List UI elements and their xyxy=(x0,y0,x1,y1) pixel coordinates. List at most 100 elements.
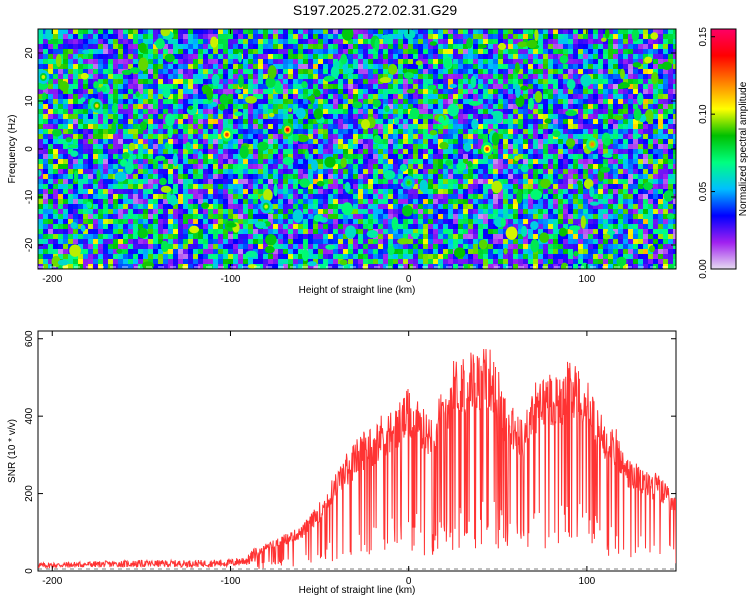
heatmap-cell xyxy=(488,129,493,134)
heatmap-cell xyxy=(178,109,183,114)
heatmap-cell xyxy=(203,114,208,119)
heatmap-cell xyxy=(73,99,78,104)
heatmap-cell xyxy=(253,209,258,214)
heatmap-cell xyxy=(138,139,143,144)
heatmap-cell xyxy=(103,29,108,34)
heatmap-cell xyxy=(88,114,93,119)
heatmap-cell xyxy=(453,214,458,219)
heatmap-cell xyxy=(48,74,53,79)
heatmap-cell xyxy=(633,39,638,44)
heatmap-cell xyxy=(143,204,148,209)
heatmap-cell xyxy=(168,109,173,114)
heatmap-cell xyxy=(358,89,363,94)
heatmap-cell xyxy=(518,139,523,144)
heatmap-cell xyxy=(188,134,193,139)
heatmap-cell xyxy=(423,44,428,49)
heatmap-cell xyxy=(83,149,88,154)
heatmap-cell xyxy=(278,199,283,204)
heatmap-cell xyxy=(413,144,418,149)
heatmap-cell xyxy=(618,149,623,154)
heatmap-cell xyxy=(348,154,353,159)
heatmap-cell xyxy=(648,214,653,219)
heatmap-cell xyxy=(158,164,163,169)
heatmap-cell xyxy=(58,179,63,184)
heatmap-cell xyxy=(643,129,648,134)
heatmap-cell xyxy=(263,124,268,129)
heatmap-cell xyxy=(568,124,573,129)
heatmap-cell xyxy=(593,129,598,134)
heatmap-cell xyxy=(588,114,593,119)
heatmap-cell xyxy=(218,214,223,219)
heatmap-cell xyxy=(498,149,503,154)
heatmap-cell xyxy=(423,39,428,44)
heatmap-cell xyxy=(668,99,673,104)
heatmap-cell xyxy=(298,119,303,124)
heatmap-cell xyxy=(368,194,373,199)
heatmap-cell xyxy=(433,209,438,214)
heatmap-cell xyxy=(53,54,58,59)
heatmap-cell xyxy=(278,59,283,64)
heatmap-cell xyxy=(343,194,348,199)
heatmap-cell xyxy=(343,44,348,49)
heatmap-cell xyxy=(478,89,483,94)
heatmap-cell xyxy=(563,214,568,219)
heatmap-cell xyxy=(658,159,663,164)
heatmap-cell xyxy=(78,174,83,179)
heatmap-cell xyxy=(393,54,398,59)
heatmap-cell xyxy=(533,69,538,74)
heatmap-cell xyxy=(603,199,608,204)
heatmap-cell xyxy=(193,39,198,44)
heatmap-cell xyxy=(218,129,223,134)
heatmap-cell xyxy=(418,159,423,164)
heatmap-cell xyxy=(638,104,643,109)
heatmap-cell xyxy=(78,69,83,74)
heatmap-cell xyxy=(278,154,283,159)
heatmap-cell xyxy=(258,149,263,154)
heatmap-cell xyxy=(338,204,343,209)
heatmap-cell xyxy=(378,104,383,109)
heatmap-cell xyxy=(153,164,158,169)
heatmap-cell xyxy=(353,34,358,39)
heatmap-cell xyxy=(653,124,658,129)
heatmap-cell xyxy=(173,104,178,109)
heatmap-cell xyxy=(523,154,528,159)
heatmap-cell xyxy=(418,74,423,79)
heatmap-cell xyxy=(58,209,63,214)
heatmap-cell xyxy=(468,94,473,99)
heatmap-cell xyxy=(58,34,63,39)
heatmap-cell xyxy=(458,34,463,39)
heatmap-cell xyxy=(208,29,213,34)
heatmap-cell xyxy=(503,94,508,99)
heatmap-cell xyxy=(663,214,668,219)
heatmap-cell xyxy=(263,149,268,154)
heatmap-cell xyxy=(108,189,113,194)
heatmap-cell xyxy=(508,134,513,139)
heatmap-cell xyxy=(573,119,578,124)
heatmap-cell xyxy=(118,84,123,89)
heatmap-cell xyxy=(433,179,438,184)
heatmap-cell xyxy=(43,34,48,39)
heatmap-cell xyxy=(378,54,383,59)
heatmap-cell xyxy=(568,169,573,174)
heatmap-cell xyxy=(263,169,268,174)
heatmap-cell xyxy=(53,159,58,164)
heatmap-cell xyxy=(313,199,318,204)
heatmap-cell xyxy=(263,59,268,64)
heatmap-cell xyxy=(633,54,638,59)
heatmap-cell xyxy=(513,139,518,144)
heatmap-cell xyxy=(393,189,398,194)
heatmap-cell xyxy=(408,79,413,84)
heatmap-cell xyxy=(533,79,538,84)
heatmap-cell xyxy=(48,219,53,224)
heatmap-cell xyxy=(673,149,676,154)
heatmap-cell xyxy=(233,84,238,89)
heatmap-cell xyxy=(368,144,373,149)
heatmap-cell xyxy=(648,159,653,164)
heatmap-cell xyxy=(323,179,328,184)
heatmap-cell xyxy=(83,159,88,164)
heatmap-cell xyxy=(458,199,463,204)
heatmap-cell xyxy=(603,64,608,69)
heatmap-cell xyxy=(298,199,303,204)
heatmap-cell xyxy=(578,94,583,99)
heatmap-cell xyxy=(228,34,233,39)
